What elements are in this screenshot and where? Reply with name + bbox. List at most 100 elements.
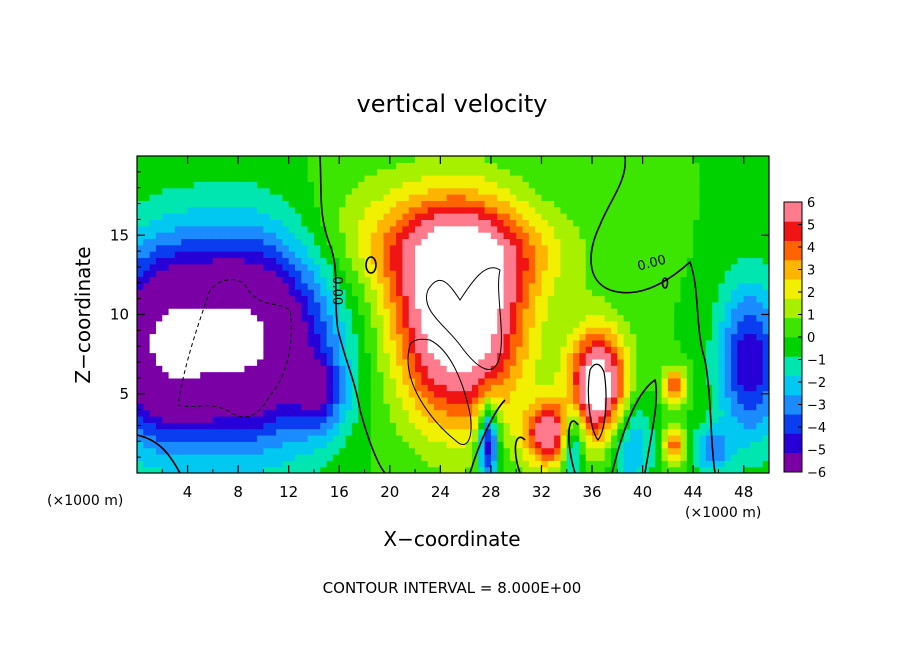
heatmap-cell bbox=[155, 327, 163, 335]
heatmap-cell bbox=[680, 346, 688, 354]
heatmap-cell bbox=[332, 377, 340, 385]
heatmap-cell bbox=[478, 384, 486, 392]
heatmap-cell bbox=[155, 409, 163, 417]
heatmap-cell bbox=[307, 434, 315, 442]
heatmap-cell bbox=[187, 162, 195, 170]
heatmap-cell bbox=[149, 289, 157, 297]
heatmap-cell bbox=[149, 396, 157, 404]
heatmap-cell bbox=[718, 352, 726, 360]
heatmap-cell bbox=[200, 181, 208, 189]
heatmap-cell bbox=[358, 377, 366, 385]
heatmap-cell bbox=[743, 390, 751, 398]
heatmap-cell bbox=[724, 301, 732, 309]
heatmap-cell bbox=[598, 447, 606, 455]
heatmap-cell bbox=[573, 434, 580, 442]
heatmap-cell bbox=[598, 301, 606, 309]
heatmap-cell bbox=[288, 301, 296, 309]
heatmap-cell bbox=[250, 213, 258, 220]
heatmap-cell bbox=[231, 213, 239, 220]
heatmap-cell bbox=[585, 365, 593, 373]
heatmap-cell bbox=[560, 396, 568, 404]
heatmap-cell bbox=[598, 257, 606, 265]
heatmap-cell bbox=[623, 390, 631, 398]
heatmap-cell bbox=[617, 194, 625, 201]
heatmap-cell bbox=[629, 162, 637, 170]
heatmap-cell bbox=[231, 225, 239, 233]
heatmap-cell bbox=[231, 428, 239, 436]
heatmap-cell bbox=[307, 251, 315, 259]
heatmap-cell bbox=[389, 276, 397, 284]
heatmap-cell bbox=[579, 339, 587, 347]
heatmap-cell bbox=[326, 346, 334, 354]
heatmap-cell bbox=[661, 333, 669, 341]
heatmap-cell bbox=[383, 358, 391, 366]
heatmap-cell bbox=[490, 314, 498, 322]
heatmap-cell bbox=[490, 181, 498, 189]
heatmap-cell bbox=[174, 295, 182, 303]
heatmap-cell bbox=[174, 308, 182, 316]
heatmap-cell bbox=[667, 447, 675, 455]
heatmap-cell bbox=[592, 181, 599, 189]
heatmap-cell bbox=[377, 156, 385, 163]
heatmap-cell bbox=[516, 441, 524, 449]
heatmap-cell bbox=[699, 447, 707, 455]
heatmap-cell bbox=[598, 346, 606, 354]
heatmap-cell bbox=[611, 206, 618, 214]
heatmap-cell bbox=[326, 276, 334, 284]
heatmap-cell bbox=[705, 168, 713, 176]
heatmap-cell bbox=[263, 187, 271, 195]
heatmap-cell bbox=[193, 346, 201, 354]
heatmap-cell bbox=[686, 282, 694, 290]
heatmap-cell bbox=[478, 213, 486, 220]
heatmap-cell bbox=[238, 175, 246, 182]
heatmap-cell bbox=[611, 422, 618, 430]
heatmap-cell bbox=[225, 346, 233, 354]
heatmap-cell bbox=[288, 346, 296, 354]
heatmap-cell bbox=[149, 403, 157, 411]
heatmap-cell bbox=[396, 358, 404, 366]
heatmap-cell bbox=[408, 333, 416, 341]
heatmap-cell bbox=[181, 320, 189, 328]
heatmap-cell bbox=[471, 168, 479, 176]
heatmap-cell bbox=[339, 301, 347, 309]
heatmap-cell bbox=[712, 276, 720, 284]
heatmap-cell bbox=[541, 270, 549, 278]
heatmap-cell bbox=[193, 453, 201, 461]
heatmap-cell bbox=[592, 447, 599, 455]
heatmap-cell bbox=[674, 314, 682, 322]
heatmap-cell bbox=[370, 270, 378, 278]
heatmap-cell bbox=[263, 295, 271, 303]
heatmap-cell bbox=[573, 301, 580, 309]
heatmap-cell bbox=[288, 390, 296, 398]
heatmap-cell bbox=[377, 263, 385, 271]
heatmap-cell bbox=[617, 390, 625, 398]
heatmap-cell bbox=[408, 365, 416, 373]
heatmap-cell bbox=[257, 320, 264, 328]
heatmap-cell bbox=[200, 377, 208, 385]
heatmap-cell bbox=[143, 162, 151, 170]
heatmap-cell bbox=[326, 333, 334, 341]
heatmap-cell bbox=[686, 263, 694, 271]
heatmap-cell bbox=[560, 156, 568, 163]
heatmap-cell bbox=[573, 168, 580, 176]
heatmap-cell bbox=[187, 320, 195, 328]
heatmap-cell bbox=[408, 320, 416, 328]
heatmap-cell bbox=[516, 377, 524, 385]
heatmap-cell bbox=[269, 441, 277, 449]
heatmap-cell bbox=[415, 460, 422, 468]
heatmap-cell bbox=[200, 194, 208, 201]
heatmap-cell bbox=[225, 365, 233, 373]
heatmap-cell bbox=[219, 346, 227, 354]
heatmap-cell bbox=[206, 390, 214, 398]
heatmap-cell bbox=[434, 358, 441, 366]
heatmap-cell bbox=[200, 390, 208, 398]
heatmap-cell bbox=[295, 428, 302, 436]
heatmap-cell bbox=[471, 447, 479, 455]
heatmap-cell bbox=[750, 308, 757, 316]
heatmap-cell bbox=[573, 320, 580, 328]
heatmap-cell bbox=[137, 447, 144, 455]
heatmap-cell bbox=[408, 219, 416, 227]
heatmap-cell bbox=[611, 428, 618, 436]
heatmap-cell bbox=[269, 460, 277, 468]
heatmap-cell bbox=[143, 244, 151, 252]
